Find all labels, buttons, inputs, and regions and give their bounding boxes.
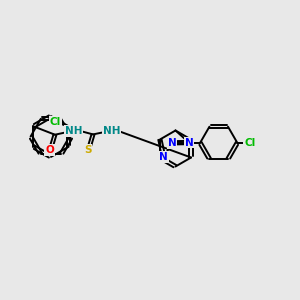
Text: NH: NH (103, 125, 120, 136)
Text: Cl: Cl (50, 117, 61, 127)
Text: N: N (184, 137, 193, 148)
Text: N: N (168, 138, 177, 148)
Text: N: N (159, 152, 168, 162)
Text: S: S (84, 145, 92, 155)
Text: Cl: Cl (244, 138, 256, 148)
Text: O: O (45, 145, 54, 155)
Text: NH: NH (65, 126, 82, 136)
